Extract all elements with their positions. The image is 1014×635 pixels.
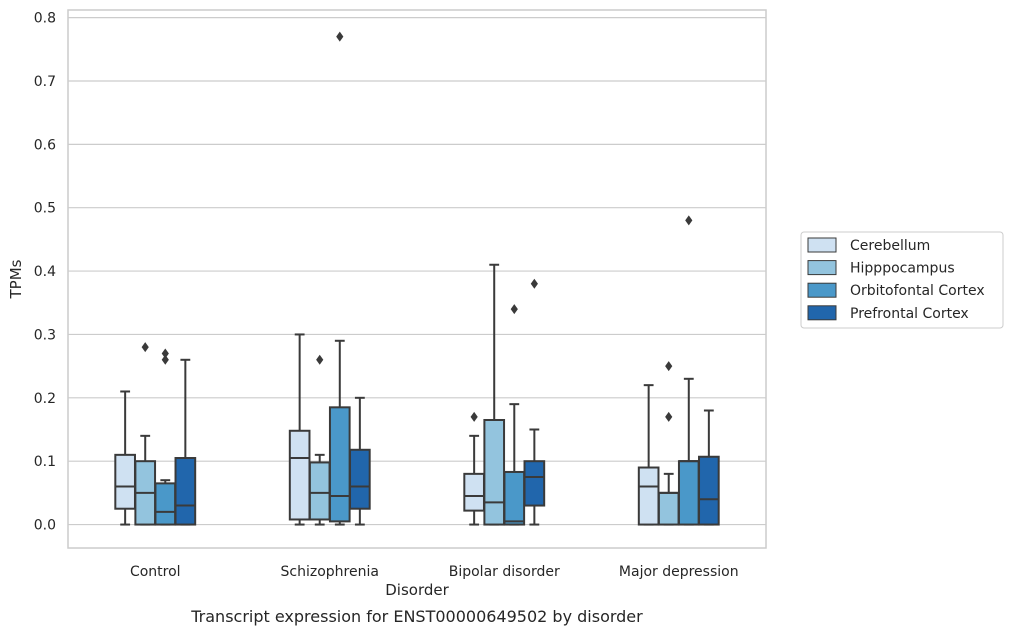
legend-entry: Orbitofontal Cortex (850, 283, 985, 299)
legend: Cerebellum Hipppocampus Orbitofontal Corte… (800, 231, 1004, 329)
box-group (288, 333, 311, 526)
y-tick-label: 0.6 (34, 137, 56, 153)
box (308, 461, 331, 521)
box-group (677, 215, 700, 526)
y-tick-label: 0.0 (34, 518, 56, 534)
box (677, 460, 700, 526)
box (637, 466, 660, 526)
box-group (328, 31, 351, 526)
box (657, 491, 680, 526)
box-group (503, 304, 526, 526)
x-axis-label: Disorder (385, 581, 449, 599)
box-group (637, 384, 660, 526)
outlier-point (665, 361, 673, 372)
box-group (698, 409, 720, 526)
box (328, 406, 351, 523)
outlier-point (470, 411, 478, 422)
legend-swatch (807, 282, 837, 298)
x-tick-label: Major depression (619, 564, 739, 580)
x-tick-label: Schizophrenia (281, 564, 379, 580)
box (503, 470, 526, 526)
outlier-point (161, 354, 169, 365)
box-group (523, 278, 546, 526)
outlier-point (510, 304, 518, 315)
chart-caption: Transcript expression for ENST0000064950… (190, 607, 643, 626)
y-tick-label: 0.2 (34, 391, 56, 407)
outlier-point (665, 411, 673, 422)
box (154, 482, 177, 526)
box (483, 418, 506, 526)
y-tick-label: 0.8 (34, 11, 56, 27)
box (463, 472, 485, 512)
box-group (463, 411, 485, 526)
box (114, 453, 136, 510)
box (698, 455, 720, 526)
y-tick-label: 0.5 (34, 201, 56, 217)
boxes-layer (114, 31, 720, 526)
box-group (134, 342, 157, 526)
outlier-point (685, 215, 693, 226)
box (523, 460, 546, 507)
box (288, 429, 311, 521)
y-tick-label: 0.4 (34, 264, 56, 280)
y-tick-labels: 0.0 0.1 0.2 0.3 0.4 0.5 0.6 0.7 0.8 (34, 11, 56, 534)
outlier-point (141, 342, 149, 353)
box-group (349, 396, 371, 526)
legend-frame (800, 231, 1004, 329)
outlier-point (530, 278, 538, 289)
box-group (114, 390, 136, 526)
grid-lines (68, 17, 766, 526)
legend-swatch (807, 305, 837, 321)
box-group (308, 354, 331, 526)
box-group (483, 263, 506, 526)
y-tick-label: 0.1 (34, 454, 56, 470)
box (349, 448, 371, 510)
y-axis-label: TPMs (7, 259, 25, 299)
legend-swatch (807, 237, 837, 253)
plot-frame (67, 9, 767, 549)
y-tick-label: 0.3 (34, 327, 56, 343)
legend-entry: Prefrontal Cortex (850, 306, 969, 322)
legend-entry: Cerebellum (850, 238, 930, 254)
x-tick-label: Bipolar disorder (449, 564, 560, 580)
x-tick-label: Control (130, 564, 181, 580)
legend-entry: Hipppocampus (850, 261, 955, 277)
box-group (657, 361, 680, 526)
outlier-point (316, 354, 324, 365)
outlier-point (161, 348, 169, 359)
box-group (174, 358, 197, 526)
y-tick-label: 0.7 (34, 74, 56, 90)
x-tick-labels: Control Schizophrenia Bipolar disorder Majo… (130, 564, 739, 580)
box (174, 457, 197, 526)
legend-swatch (807, 260, 837, 276)
outlier-point (336, 31, 344, 42)
box-group (154, 348, 177, 526)
